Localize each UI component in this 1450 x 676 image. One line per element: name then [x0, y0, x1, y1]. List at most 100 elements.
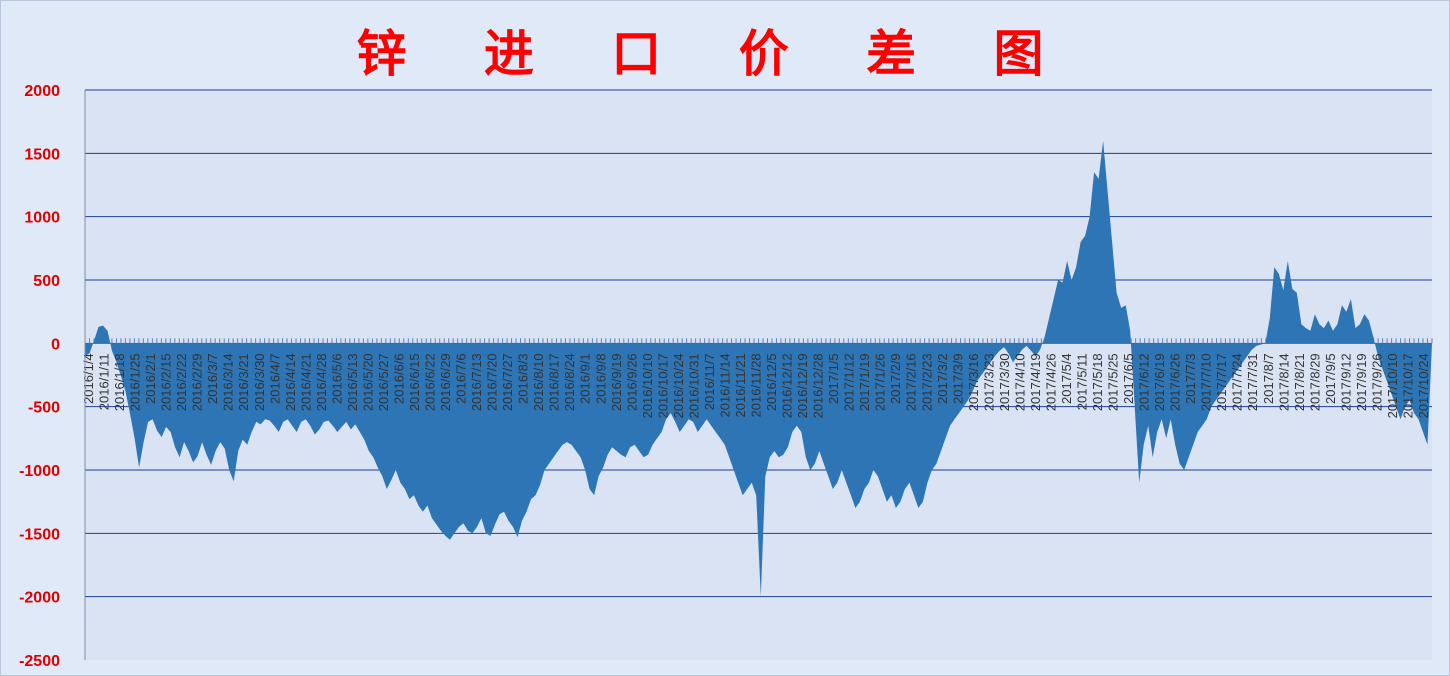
x-tick-label: 2016/1/18 — [112, 353, 127, 411]
x-tick-label: 2016/10/24 — [671, 353, 686, 418]
y-tick-label: -1000 — [19, 463, 60, 480]
x-tick-label: 2016/12/5 — [764, 353, 779, 411]
x-tick-label: 2016/8/3 — [516, 353, 531, 404]
x-tick-label: 2017/9/5 — [1323, 353, 1338, 404]
x-tick-label: 2016/4/28 — [314, 353, 329, 411]
y-tick-label: -1500 — [19, 526, 60, 543]
x-tick-label: 2016/8/24 — [562, 353, 577, 411]
x-tick-label: 2017/3/30 — [997, 353, 1012, 411]
x-tick-label: 2016/4/14 — [283, 353, 298, 411]
x-tick-label: 2017/7/31 — [1245, 353, 1260, 411]
x-tick-label: 2017/6/12 — [1137, 353, 1152, 411]
series-area — [85, 140, 1432, 597]
x-tick-label: 2016/11/14 — [718, 353, 733, 417]
x-tick-label: 2017/8/7 — [1261, 353, 1276, 404]
x-tick-label: 2017/5/25 — [1106, 353, 1121, 411]
x-tick-label: 2017/3/2 — [935, 353, 950, 404]
x-tick-label: 2016/3/14 — [221, 353, 236, 411]
x-tick-label: 2016/12/12 — [780, 353, 795, 418]
x-tick-label: 2017/5/18 — [1090, 353, 1105, 411]
x-tick-label: 2017/6/5 — [1121, 353, 1136, 404]
x-tick-label: 2017/6/19 — [1152, 353, 1167, 411]
x-tick-label: 2017/4/19 — [1028, 353, 1043, 411]
y-tick-label: 1000 — [24, 210, 60, 227]
x-tick-label: 2016/8/17 — [547, 353, 562, 411]
x-tick-label: 2016/1/25 — [128, 353, 143, 411]
x-tick-label: 2016/12/19 — [795, 353, 810, 418]
x-tick-label: 2017/10/17 — [1401, 353, 1416, 418]
x-tick-label: 2016/6/22 — [423, 353, 438, 411]
x-tick-label: 2016/1/4 — [81, 353, 96, 404]
x-tick-label: 2016/10/17 — [655, 353, 670, 418]
x-tick-label: 2017/3/16 — [966, 353, 981, 411]
y-tick-label: -2000 — [19, 590, 60, 607]
x-tick-label: 2017/8/21 — [1292, 353, 1307, 411]
x-tick-label: 2016/6/29 — [438, 353, 453, 411]
x-tick-label: 2017/9/19 — [1354, 353, 1369, 411]
x-tick-label: 2016/6/6 — [392, 353, 407, 404]
x-tick-label: 2016/9/26 — [624, 353, 639, 411]
x-tick-label: 2017/2/9 — [888, 353, 903, 404]
x-tick-label: 2016/9/19 — [609, 353, 624, 411]
x-tick-label: 2017/10/10 — [1385, 353, 1400, 418]
x-tick-label: 2017/10/24 — [1416, 353, 1431, 418]
y-tick-label: 1500 — [24, 146, 60, 163]
x-tick-label: 2017/1/26 — [873, 353, 888, 411]
x-tick-label: 2017/8/14 — [1276, 353, 1291, 411]
x-tick-label: 2017/8/29 — [1307, 353, 1322, 411]
x-tick-label: 2017/7/24 — [1230, 353, 1245, 411]
x-tick-label: 2016/5/27 — [376, 353, 391, 411]
x-tick-label: 2016/2/1 — [143, 353, 158, 404]
x-tick-label: 2017/1/12 — [842, 353, 857, 411]
x-tick-label: 2016/11/28 — [749, 353, 764, 417]
y-tick-label: -500 — [28, 400, 60, 417]
x-tick-label: 2017/9/26 — [1369, 353, 1384, 411]
x-tick-label: 2016/3/30 — [252, 353, 267, 411]
x-tick-label: 2017/3/9 — [950, 353, 965, 404]
x-tick-label: 2017/2/16 — [904, 353, 919, 411]
chart-title: 锌 进 口 价 差 图 — [356, 25, 1074, 83]
x-tick-label: 2016/5/13 — [345, 353, 360, 411]
x-tick-label: 2016/2/22 — [174, 353, 189, 411]
x-tick-label: 2016/9/1 — [578, 353, 593, 404]
x-tick-label: 2016/11/7 — [702, 353, 717, 410]
x-tick-label: 2017/3/23 — [981, 353, 996, 411]
x-tick-label: 2017/9/12 — [1338, 353, 1353, 411]
x-tick-label: 2016/2/29 — [190, 353, 205, 411]
x-tick-label: 2017/4/10 — [1012, 353, 1027, 411]
x-tick-label: 2016/7/13 — [469, 353, 484, 411]
x-tick-label: 2017/2/23 — [919, 353, 934, 411]
x-tick-label: 2017/7/10 — [1199, 353, 1214, 411]
x-tick-label: 2016/1/11 — [97, 353, 112, 410]
x-tick-label: 2017/7/17 — [1214, 353, 1229, 411]
y-tick-label: 500 — [33, 273, 60, 290]
x-tick-label: 2017/4/26 — [1043, 353, 1058, 411]
x-tick-label: 2017/1/5 — [826, 353, 841, 404]
x-tick-label: 2016/11/21 — [733, 353, 748, 417]
x-tick-label: 2016/4/7 — [267, 353, 282, 404]
y-axis-tick-labels: 2000 1500 1000 500 0 -500 -1000 -1500 -2000 -2500 — [19, 83, 60, 670]
gridlines — [84, 89, 1433, 598]
y-tick-label: -2500 — [19, 653, 60, 670]
x-tick-label: 2017/5/4 — [1059, 353, 1074, 404]
x-tick-label: 2016/7/6 — [454, 353, 469, 404]
x-tick-label: 2016/8/10 — [531, 353, 546, 411]
x-tick-label: 2016/2/15 — [159, 353, 174, 411]
x-tick-label: 2016/12/28 — [811, 353, 826, 418]
y-tick-label: 0 — [51, 336, 60, 353]
x-tick-label: 2016/3/21 — [236, 353, 251, 411]
x-tick-label: 2016/5/20 — [360, 353, 375, 411]
x-axis-tick-labels: 2016/1/4 2016/1/11 2016/1/18 2016/1/25 2016/… — [81, 353, 1431, 418]
x-tick-label: 2016/6/15 — [407, 353, 422, 411]
x-tick-label: 2016/7/20 — [485, 353, 500, 411]
x-tick-label: 2017/7/3 — [1183, 353, 1198, 404]
x-tick-label: 2016/10/31 — [686, 353, 701, 418]
x-tick-label: 2016/3/7 — [205, 353, 220, 404]
x-tick-label: 2017/5/11 — [1075, 353, 1090, 410]
x-tick-label: 2016/10/10 — [640, 353, 655, 418]
x-tick-label: 2016/4/21 — [298, 353, 313, 411]
x-tick-label: 2016/5/6 — [329, 353, 344, 404]
x-tick-label: 2017/1/19 — [857, 353, 872, 411]
y-tick-label: 2000 — [24, 83, 60, 100]
